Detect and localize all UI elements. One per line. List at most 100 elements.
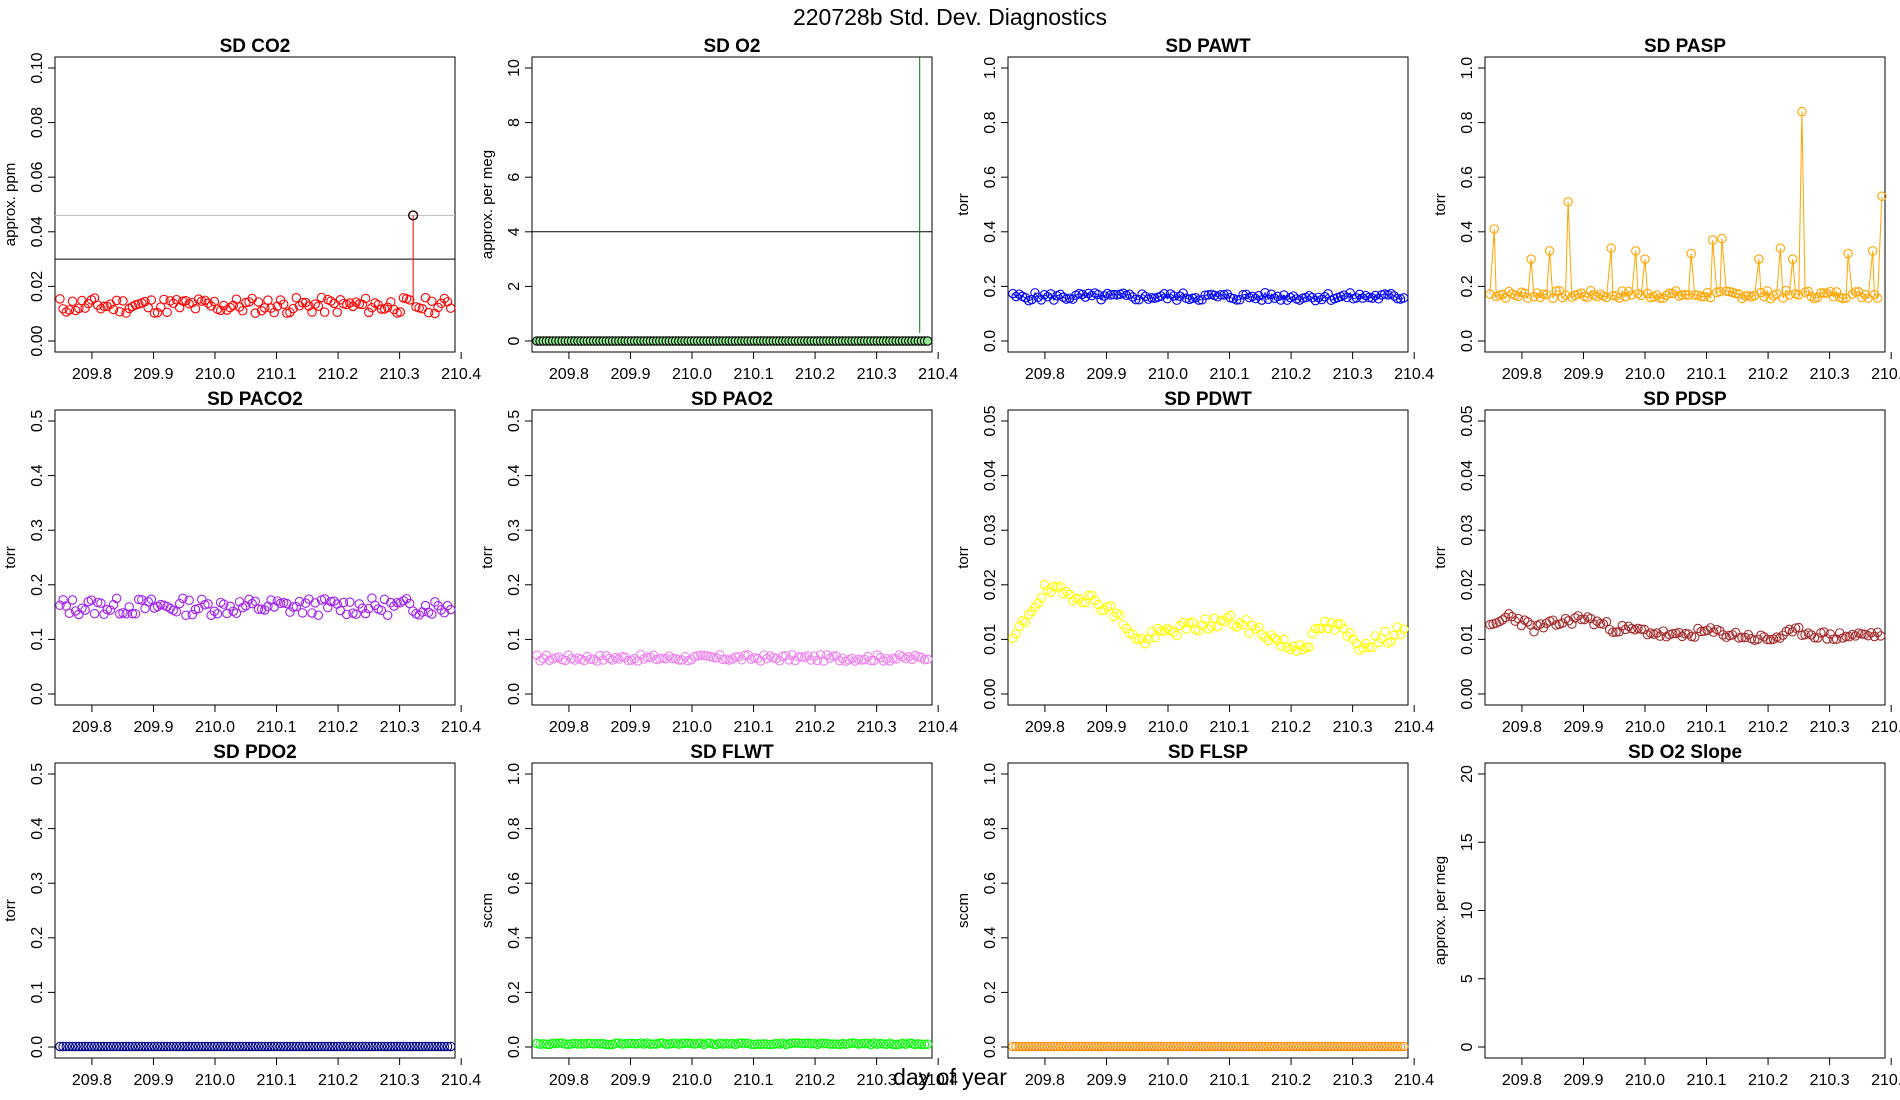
data-point (834, 655, 845, 666)
x-tick-label: 210.1 (257, 1072, 297, 1089)
data-point (1291, 1041, 1302, 1052)
data-point (1749, 290, 1760, 301)
data-point (1187, 293, 1198, 304)
data-point (831, 1039, 842, 1049)
data-point (1077, 289, 1088, 300)
data-point (828, 1039, 838, 1049)
data-point (1105, 290, 1116, 300)
x-tick-label: 210.2 (1748, 366, 1788, 383)
data-point (547, 1038, 558, 1049)
data-point (1576, 614, 1587, 625)
data-point (124, 1041, 135, 1052)
data-point (1209, 613, 1220, 624)
data-point (1843, 248, 1853, 259)
data-point (1121, 623, 1132, 634)
data-point (376, 304, 387, 314)
data-point (1310, 1041, 1321, 1052)
x-tick-label: 209.8 (72, 719, 112, 736)
data-point (1803, 286, 1813, 297)
x-axis-label: day of year (893, 1064, 1007, 1090)
data-point (1762, 286, 1772, 296)
data-point (260, 1041, 270, 1052)
data-point (146, 295, 157, 305)
data-point (1190, 292, 1201, 303)
data-point (1494, 290, 1505, 300)
data-point (1690, 632, 1700, 642)
data-point (673, 655, 684, 665)
data-point (1398, 624, 1409, 634)
data-point (445, 303, 456, 313)
data-point (913, 1039, 923, 1049)
data-point (171, 1041, 182, 1052)
data-point (1209, 1041, 1220, 1052)
data-point (121, 1041, 131, 1052)
x-tick-label: 210.2 (1748, 1072, 1788, 1089)
panel-title: SD PACO2 (207, 389, 303, 410)
data-point (1655, 631, 1665, 641)
data-point (1831, 634, 1842, 645)
data-point (1522, 617, 1533, 627)
data-point (335, 1041, 346, 1052)
panel-title: SD O2 (703, 36, 760, 57)
data-point (395, 307, 406, 317)
data-point (423, 307, 434, 318)
data-point (1323, 623, 1333, 634)
data-point (1206, 621, 1217, 632)
data-point (1563, 197, 1573, 207)
data-point (1831, 287, 1842, 297)
data-point (171, 607, 182, 617)
y-axis-label: torr (1432, 546, 1449, 569)
data-point (310, 598, 320, 608)
data-point (620, 1039, 630, 1049)
data-point (225, 302, 235, 313)
data-point (74, 303, 84, 314)
x-tick-label: 210.0 (1625, 719, 1665, 736)
y-tick-label: 0.3 (29, 519, 46, 541)
x-tick-label: 209.8 (549, 719, 589, 736)
data-point (585, 1038, 596, 1049)
x-tick-label: 209.9 (133, 719, 173, 736)
data-point (1279, 634, 1289, 645)
data-point (83, 1041, 94, 1052)
data-point (919, 1039, 930, 1050)
data-point (859, 654, 870, 665)
data-point (1102, 1041, 1113, 1052)
data-point (1197, 1041, 1207, 1052)
y-tick-label: 0.2 (982, 275, 999, 297)
data-point (1149, 1041, 1160, 1052)
data-point (1052, 1041, 1062, 1052)
data-point (115, 1041, 125, 1052)
x-tick-label: 210.1 (1687, 719, 1727, 736)
data-point (1623, 286, 1634, 297)
panel-sd-pawt: SD PAWT torr 0.0 0.2 0.4 0.6 0.8 1.0 209.8 209.9 2… (955, 36, 1434, 383)
data-point (288, 602, 298, 612)
data-point (1367, 642, 1377, 653)
data-point (888, 1039, 898, 1050)
data-point (677, 655, 687, 665)
data-point (588, 1039, 599, 1049)
data-point (1272, 1041, 1283, 1052)
data-point (563, 650, 574, 660)
data-point (1077, 597, 1088, 608)
y-tick-label: 0.04 (982, 460, 999, 491)
y-tick-label: 0.2 (29, 574, 46, 596)
data-point (1137, 633, 1147, 644)
data-point (282, 1041, 292, 1052)
data-point (1105, 601, 1116, 611)
data-point (86, 595, 97, 605)
y-tick-label: 0.8 (982, 817, 999, 839)
data-point (215, 305, 226, 316)
data-point (439, 1041, 450, 1052)
data-point (1348, 1041, 1359, 1052)
data-point (1332, 619, 1343, 629)
data-point (815, 650, 826, 660)
data-point (787, 1038, 797, 1048)
data-point (89, 608, 100, 619)
data-point (445, 1041, 456, 1052)
data-point (263, 1041, 273, 1052)
data-point (436, 298, 446, 309)
data-point (118, 1041, 128, 1052)
data-point (111, 1041, 122, 1052)
data-point (752, 1039, 763, 1049)
data-point (1717, 233, 1727, 244)
